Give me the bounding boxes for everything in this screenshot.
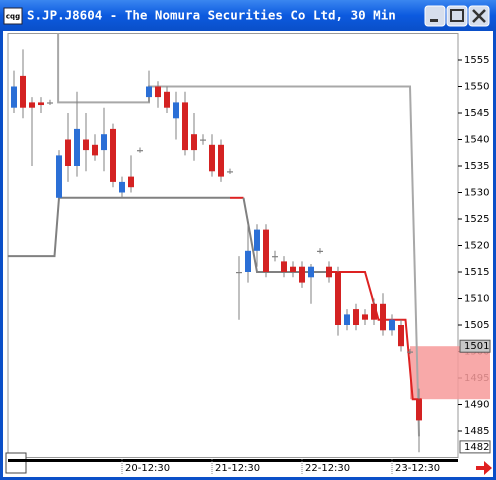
window-title: S.JP.J8604 - The Nomura Securities Co Lt…: [27, 8, 396, 23]
candle-body: [281, 261, 287, 272]
y-tick-label: 1535: [464, 161, 489, 172]
candle-body: [29, 102, 35, 108]
candle-body: [344, 314, 350, 325]
candle-body: [362, 314, 368, 320]
candle-body: [101, 134, 107, 151]
y-tick-label: 1485: [464, 426, 489, 437]
window-buttons: [424, 5, 490, 27]
y-tick-label: 1555: [464, 55, 489, 66]
candle-body: [200, 139, 206, 141]
x-axis-bar: [8, 459, 458, 462]
x-tick-label: 23-12:30: [395, 463, 440, 474]
y-tick-label: 1540: [464, 135, 489, 146]
price-marker-label: 1501: [464, 341, 489, 352]
candle-body: [263, 229, 269, 272]
y-tick-label: 1525: [464, 214, 489, 225]
candle-body: [137, 150, 143, 152]
window-icon: [3, 7, 23, 25]
candle-body: [398, 325, 404, 347]
close-glyph: [472, 9, 486, 23]
candle-body: [110, 128, 116, 182]
y-tick-label: 1510: [464, 294, 489, 305]
title-bar: [0, 0, 496, 31]
candle-body: [83, 139, 89, 151]
candle-body: [290, 266, 296, 272]
candle-body: [272, 256, 278, 258]
candle-body: [128, 176, 134, 188]
plot-area: [7, 33, 459, 458]
candle-body: [335, 272, 341, 325]
x-tick-label: 20-12:30: [125, 463, 170, 474]
y-tick-label: 1550: [464, 82, 489, 93]
candle-body: [326, 266, 332, 278]
candle-body: [20, 75, 26, 108]
price-marker-label: 1482: [464, 442, 489, 453]
maximize-glyph: [450, 9, 464, 22]
y-tick-label: 1490: [464, 400, 489, 411]
candle-body: [371, 303, 377, 320]
candle-body: [227, 171, 233, 173]
x-tick-label: 21-12:30: [215, 463, 260, 474]
corner-box[interactable]: [5, 452, 27, 474]
candle-body: [119, 181, 125, 193]
candle-body: [182, 102, 188, 151]
minimize-glyph: [430, 19, 438, 22]
candle-body: [65, 139, 71, 166]
plot: 1485149014951500150515101515152015251530…: [7, 33, 491, 475]
candle-body: [56, 155, 62, 198]
minimize-button[interactable]: [424, 5, 446, 27]
y-tick-label: 1520: [464, 241, 489, 252]
candle-body: [407, 351, 413, 353]
candle-body: [92, 144, 98, 156]
price-marker-box: [459, 440, 491, 454]
candle-body: [317, 250, 323, 252]
candle-body: [173, 102, 179, 119]
candle-body: [245, 250, 251, 272]
candle-body: [146, 86, 152, 98]
candle-body: [218, 144, 224, 177]
candle-body: [308, 266, 314, 278]
candle-body: [254, 229, 260, 251]
candle-body: [38, 102, 44, 106]
candle-body: [209, 144, 215, 172]
window-icon-label: cqg: [6, 13, 20, 21]
y-tick-label: 1505: [464, 320, 489, 331]
candle-body: [11, 86, 17, 108]
candle-body: [47, 102, 53, 104]
price-marker-box: [459, 339, 491, 353]
x-tick-label: 22-12:30: [305, 463, 350, 474]
candle-body: [416, 399, 422, 421]
candle-body: [299, 266, 305, 283]
candle-body: [191, 134, 197, 151]
y-tick-label: 1530: [464, 188, 489, 199]
candle-body: [164, 91, 170, 108]
y-tick-label: 1545: [464, 108, 489, 119]
candle-body: [155, 86, 161, 98]
candle-body: [236, 272, 242, 274]
candle-body: [353, 309, 359, 325]
candle-body: [74, 128, 80, 166]
candle-body: [389, 319, 395, 331]
indicator-line: [7, 196, 230, 258]
y-tick-label: 1515: [464, 267, 489, 278]
highlight-zone: [410, 346, 490, 400]
candle-body: [380, 303, 386, 331]
scroll-arrow[interactable]: [476, 461, 492, 475]
